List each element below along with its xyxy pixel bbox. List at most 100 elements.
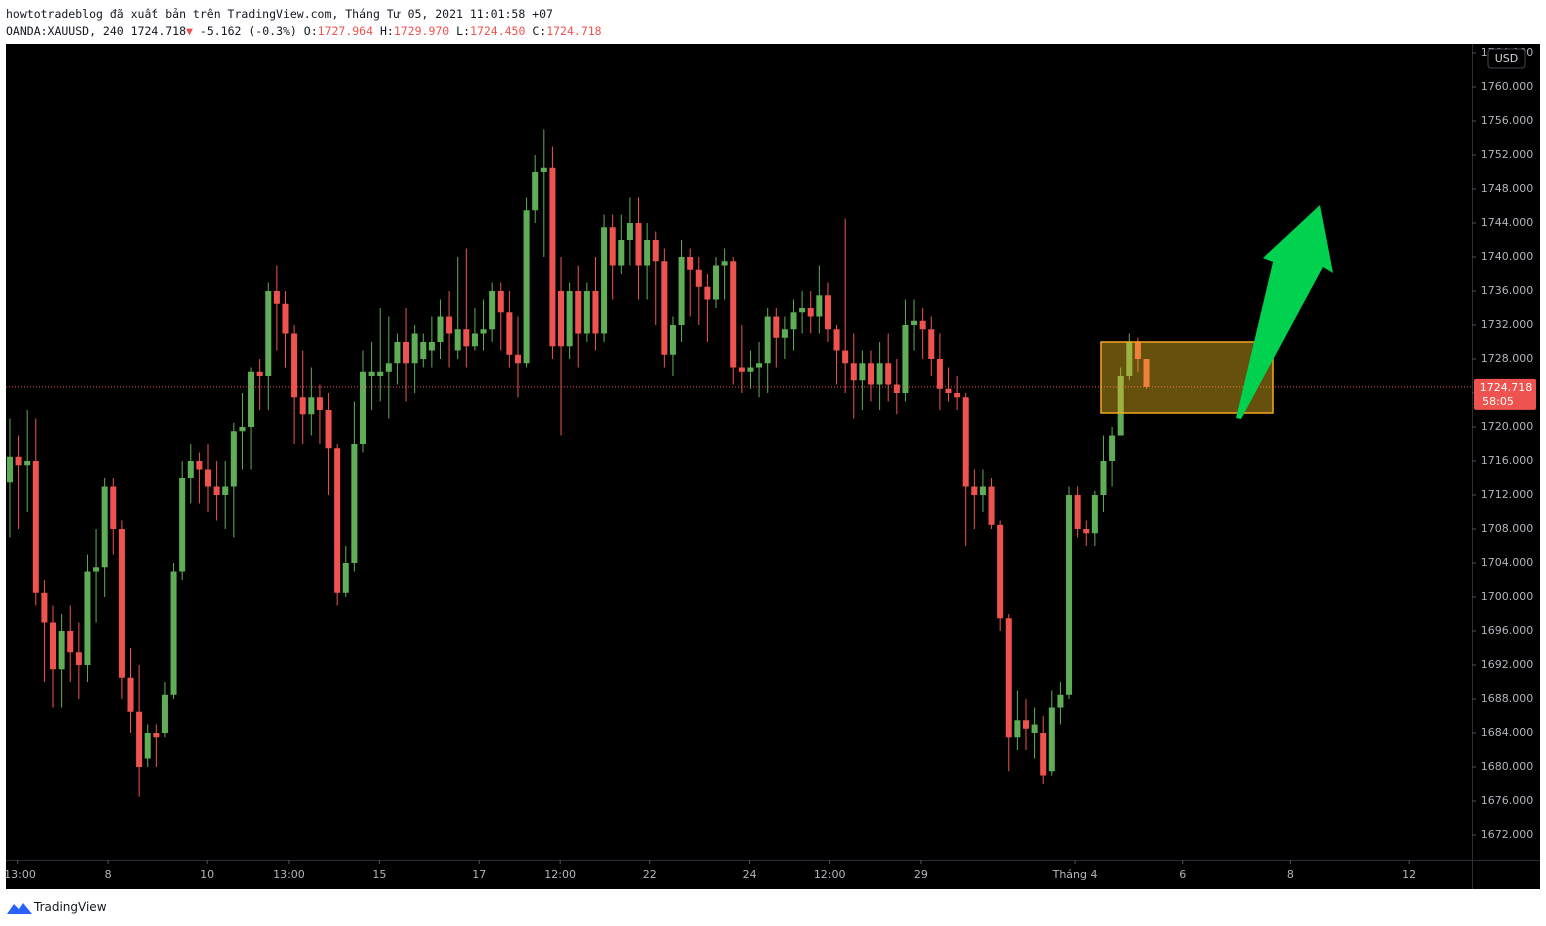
candle-body [316, 397, 323, 411]
candle-body [471, 333, 478, 347]
y-tick-label: 1680.000 [1481, 760, 1534, 773]
candle-body [196, 461, 203, 470]
candle-body [928, 329, 935, 360]
candle-body [867, 363, 875, 385]
candle-body [799, 308, 806, 313]
last-price-tag [1474, 378, 1536, 410]
candle-body [756, 363, 763, 368]
candle-body [170, 571, 177, 695]
candle-body [712, 265, 720, 300]
high-label: H: [379, 24, 394, 38]
candle-body [704, 286, 711, 300]
chart-background [6, 44, 1540, 889]
y-tick-label: 1684.000 [1481, 726, 1534, 739]
y-tick-label: 1692.000 [1481, 658, 1534, 671]
candle-body [583, 291, 590, 334]
candle-body [411, 333, 418, 364]
close-label: C: [532, 24, 547, 38]
candle-body [351, 444, 358, 564]
candle-body [179, 478, 186, 572]
candle-body [824, 295, 831, 330]
y-tick-label: 1732.000 [1481, 318, 1534, 331]
candle-body [566, 291, 573, 347]
change: -5.162 (-0.3%) [199, 24, 297, 38]
currency: USD [1495, 52, 1519, 65]
x-tick-label: Tháng 4 [1052, 868, 1098, 881]
low: 1724.450 [470, 24, 526, 38]
candle-body [497, 291, 504, 313]
candle-body [979, 486, 986, 496]
candle-body [325, 410, 332, 449]
candle-body [420, 342, 427, 360]
x-tick-label: 10 [200, 868, 214, 881]
candle-body [1117, 376, 1124, 436]
symbol-info: OANDA:XAUUSD, 240 1724.718▼ -5.162 (-0.3… [6, 24, 602, 38]
countdown: 58:05 [1482, 395, 1514, 408]
candle-body [454, 329, 461, 351]
candle-body [256, 371, 263, 377]
y-tick-label: 1700.000 [1481, 590, 1534, 603]
candle-body [609, 227, 616, 266]
candle-body [954, 393, 961, 398]
candle-body [334, 448, 341, 593]
candle-body [1143, 359, 1150, 387]
candle-body [721, 261, 728, 266]
candle-body [618, 240, 625, 266]
candle-body [902, 325, 909, 394]
y-tick-label: 1744.000 [1481, 216, 1534, 229]
candle-body [816, 295, 823, 317]
candle-body [695, 269, 702, 287]
x-tick-label: 29 [914, 868, 928, 881]
candle-body [859, 363, 866, 381]
candle-body [49, 622, 57, 670]
open: 1727.964 [317, 24, 374, 38]
y-tick-label: 1736.000 [1481, 284, 1534, 297]
candle-body [558, 291, 565, 347]
candle-body [1022, 720, 1029, 729]
candle-body [101, 486, 108, 568]
candle-body [1057, 694, 1064, 708]
y-tick-label: 1708.000 [1481, 522, 1534, 535]
candle-body [437, 316, 444, 343]
candle-body [385, 363, 392, 372]
candle-body [15, 456, 22, 466]
candle-body [549, 167, 556, 347]
candle-body [644, 240, 651, 266]
y-tick-label: 1688.000 [1481, 692, 1534, 705]
candle-body [239, 427, 246, 432]
x-tick-label: 8 [105, 868, 112, 881]
brand: TradingView [34, 900, 107, 914]
down-arrow: ▼ [186, 24, 193, 38]
candle-body [1048, 707, 1055, 772]
candle-body [110, 486, 117, 530]
candle-body [506, 312, 513, 355]
candle-body [635, 223, 642, 266]
candle-body [540, 167, 547, 173]
candle-body [1134, 342, 1141, 360]
candle-body [41, 592, 48, 623]
y-tick-label: 1756.000 [1481, 114, 1534, 127]
candle-body [781, 329, 788, 338]
candle-body [652, 240, 659, 262]
x-tick-label: 24 [743, 868, 757, 881]
candle-body [187, 461, 194, 479]
candle-body [807, 308, 814, 317]
candle-body [6, 456, 13, 483]
candle-body [669, 325, 676, 355]
candle-body [75, 652, 82, 666]
candle-body [489, 291, 496, 330]
candle-body [936, 359, 943, 389]
candle-body [962, 397, 969, 487]
candle-body [988, 486, 995, 525]
x-tick-label: 17 [472, 868, 486, 881]
candle-body [222, 486, 229, 496]
candle-body [359, 371, 366, 445]
candle-body [282, 303, 289, 334]
candle-body [32, 461, 39, 593]
candle-body [945, 388, 952, 394]
candle-body [997, 524, 1004, 619]
candle-body [1109, 435, 1116, 462]
y-tick-label: 1712.000 [1481, 488, 1534, 501]
candle-body [1083, 529, 1090, 534]
x-tick-label: 6 [1179, 868, 1186, 881]
